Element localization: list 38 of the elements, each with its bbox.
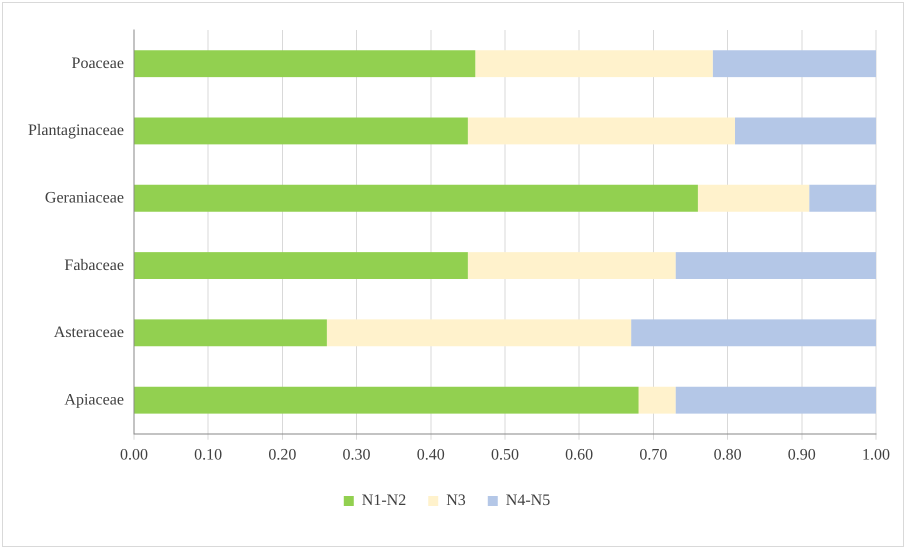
x-tick-label: 1.00 (862, 446, 890, 464)
bar (468, 252, 676, 280)
bar (475, 50, 713, 78)
bar (712, 50, 876, 78)
x-tick-label: 0.20 (268, 446, 296, 464)
x-tick-label: 0.70 (639, 446, 668, 464)
bar (326, 319, 632, 346)
legend-label: N4-N5 (506, 492, 550, 510)
bar (676, 386, 876, 414)
x-tick-label: 0.30 (342, 446, 371, 464)
bar (134, 386, 639, 414)
bar (134, 252, 468, 280)
x-tick-label: 0.00 (120, 446, 148, 464)
bar (735, 117, 876, 144)
x-tick-label: 0.10 (194, 446, 222, 464)
bar (134, 117, 468, 144)
y-tick-label: Asteraceae (54, 324, 124, 342)
x-tick-label: 0.50 (490, 446, 519, 464)
y-tick-label: Apiaceae (64, 391, 124, 408)
x-tick-label: 0.90 (788, 446, 816, 464)
legend-label: N1-N2 (362, 492, 406, 510)
y-tick-label: Geraniaceae (44, 189, 124, 206)
bar (468, 117, 736, 144)
bar (676, 252, 876, 280)
bar (638, 386, 676, 414)
y-tick-label: Plantaginaceae (28, 122, 124, 140)
legend-label: N3 (446, 492, 466, 510)
bar (134, 184, 698, 212)
bar (631, 319, 876, 346)
bar (809, 184, 876, 212)
bar (698, 184, 810, 212)
bar (134, 319, 327, 346)
y-tick-label: Fabaceae (64, 256, 124, 274)
y-tick-label: Poaceae (72, 54, 124, 72)
x-tick-label: 0.40 (416, 446, 445, 464)
bar (134, 50, 476, 78)
x-tick-label: 0.60 (565, 446, 594, 464)
x-tick-label: 0.80 (714, 446, 742, 464)
